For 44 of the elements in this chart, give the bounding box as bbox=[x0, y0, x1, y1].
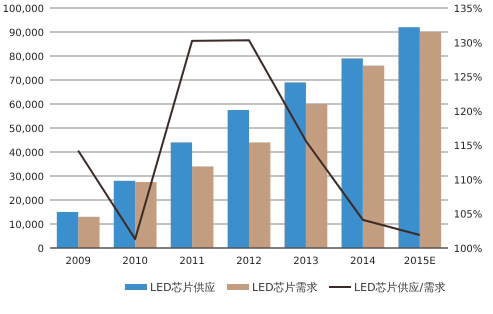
bar bbox=[56, 212, 78, 248]
bar bbox=[342, 58, 363, 248]
y-tick-label: 50,000 bbox=[9, 124, 44, 135]
y2-tick-label: 100% bbox=[454, 244, 482, 255]
y-tick-label: 60,000 bbox=[9, 100, 44, 111]
y2-tick-label: 110% bbox=[454, 175, 482, 186]
bar bbox=[306, 104, 328, 248]
y2-tick-label: 125% bbox=[454, 72, 482, 84]
y2-tick-label: 130% bbox=[454, 38, 482, 50]
y-tick-label: 30,000 bbox=[9, 172, 44, 183]
y-tick-label: 90,000 bbox=[9, 28, 44, 39]
legend-label: LED芯片供应/需求 bbox=[354, 281, 446, 294]
y-tick-label: 80,000 bbox=[9, 52, 44, 63]
line-series bbox=[77, 39, 421, 240]
bar bbox=[362, 66, 384, 248]
bar bbox=[135, 182, 156, 248]
bar bbox=[228, 110, 249, 248]
y-tick-label: 0 bbox=[38, 244, 44, 255]
legend-label: LED芯片需求 bbox=[252, 281, 318, 294]
y-tick-label: 100,000 bbox=[2, 4, 44, 15]
bar bbox=[170, 142, 192, 248]
y2-tick-label: 105% bbox=[454, 210, 482, 221]
bar bbox=[114, 180, 136, 248]
y-tick-label: 70,000 bbox=[9, 76, 44, 87]
x-tick-label: 2011 bbox=[179, 256, 205, 267]
bar bbox=[249, 142, 270, 248]
x-tick-label: 2009 bbox=[65, 256, 91, 267]
bar bbox=[398, 27, 420, 248]
y2-tick-label: 115% bbox=[454, 141, 482, 152]
x-tick-label: 2014 bbox=[350, 256, 376, 267]
x-tick-label: 2012 bbox=[236, 256, 262, 267]
bar bbox=[78, 216, 100, 248]
legend-label: LED芯片供应 bbox=[150, 281, 216, 294]
bar bbox=[420, 32, 442, 248]
x-tick-label: 2010 bbox=[122, 256, 148, 267]
x-tick-label: 2015E bbox=[404, 256, 436, 267]
y-tick-label: 40,000 bbox=[9, 148, 44, 159]
y2-tick-label: 135% bbox=[454, 4, 482, 15]
bar bbox=[284, 82, 306, 248]
y-tick-label: 20,000 bbox=[9, 196, 44, 207]
y2-tick-label: 120% bbox=[454, 106, 482, 118]
x-tick-label: 2013 bbox=[293, 256, 319, 267]
bar bbox=[192, 166, 214, 248]
y-tick-label: 10,000 bbox=[9, 220, 44, 231]
